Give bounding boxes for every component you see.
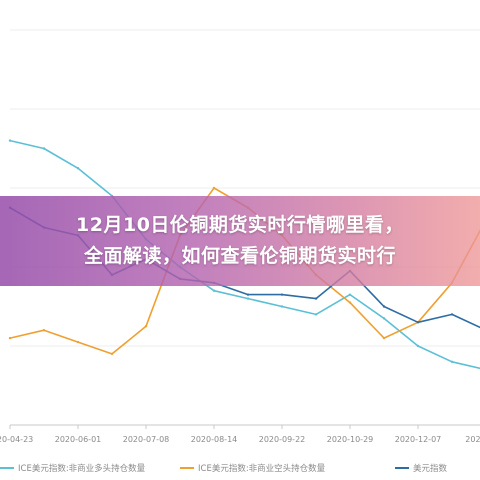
legend-label: ICE美元指数:非商业多头持仓数量 [18, 463, 146, 474]
x-tick-label: 2020-09-22 [259, 435, 306, 444]
legend-label: 美元指数 [413, 463, 448, 474]
x-tick-label: 2020-07-08 [123, 435, 170, 444]
title-banner: 12月10日伦铜期货实时行情哪里看， 全面解读，如何查看伦铜期货实时行 [0, 196, 480, 286]
data-point [246, 297, 250, 300]
data-point [8, 139, 12, 142]
data-point [382, 336, 386, 340]
data-point [42, 329, 46, 332]
data-point [450, 360, 454, 363]
data-point [416, 321, 420, 324]
data-point [110, 352, 114, 356]
data-point [314, 313, 318, 316]
data-point [382, 305, 386, 308]
data-point [416, 344, 420, 348]
legend-label: ICE美元指数:非商业空头持仓数量 [198, 463, 326, 474]
x-tick-label: 2021-01-1 [465, 435, 480, 444]
data-point [144, 325, 148, 328]
x-tick-label: 2020-08-14 [191, 435, 238, 444]
x-tick-label: 2020-06-01 [55, 435, 102, 444]
data-point [382, 317, 386, 320]
banner-title-line-2: 全面解读，如何查看伦铜期货实时行 [83, 245, 396, 267]
data-point [212, 289, 216, 292]
data-point [42, 147, 46, 150]
data-point [8, 336, 12, 340]
x-tick-label: 2020-04-23 [0, 435, 33, 444]
data-point [314, 297, 318, 300]
data-point [76, 167, 80, 170]
data-point [450, 313, 454, 316]
data-point [246, 293, 250, 296]
data-point [280, 293, 284, 296]
data-point [348, 293, 352, 296]
series-line-1 [9, 139, 480, 370]
x-tick-label: 2020-10-29 [327, 435, 374, 444]
data-point [348, 301, 352, 304]
data-point [76, 340, 80, 344]
x-tick-label: 2020-12-07 [395, 435, 442, 444]
banner-title-line-1: 12月10日伦铜期货实时行情哪里看， [76, 214, 404, 236]
data-point [280, 305, 284, 308]
data-point [212, 186, 216, 190]
